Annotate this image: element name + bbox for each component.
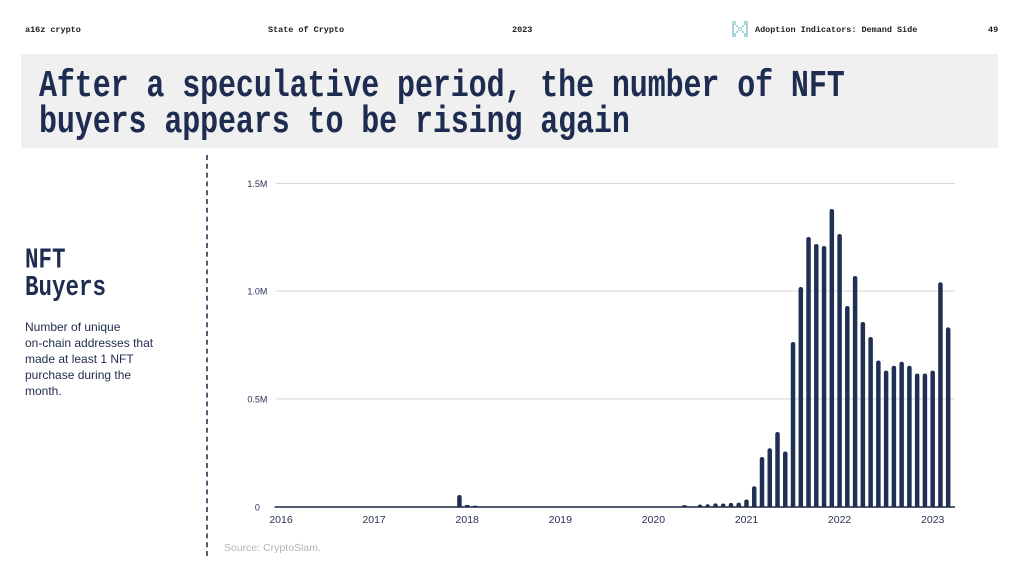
svg-text:2020: 2020	[642, 514, 666, 526]
svg-text:0.5M: 0.5M	[247, 394, 267, 404]
svg-text:2022: 2022	[828, 514, 852, 526]
svg-text:2018: 2018	[456, 514, 480, 526]
svg-text:2023: 2023	[921, 514, 945, 526]
svg-text:2017: 2017	[362, 514, 386, 526]
svg-text:2019: 2019	[549, 514, 573, 526]
svg-text:0: 0	[255, 502, 260, 512]
svg-text:2016: 2016	[269, 514, 293, 526]
svg-text:1.5M: 1.5M	[247, 179, 267, 189]
svg-text:2021: 2021	[735, 514, 759, 526]
svg-text:1.0M: 1.0M	[247, 287, 267, 297]
